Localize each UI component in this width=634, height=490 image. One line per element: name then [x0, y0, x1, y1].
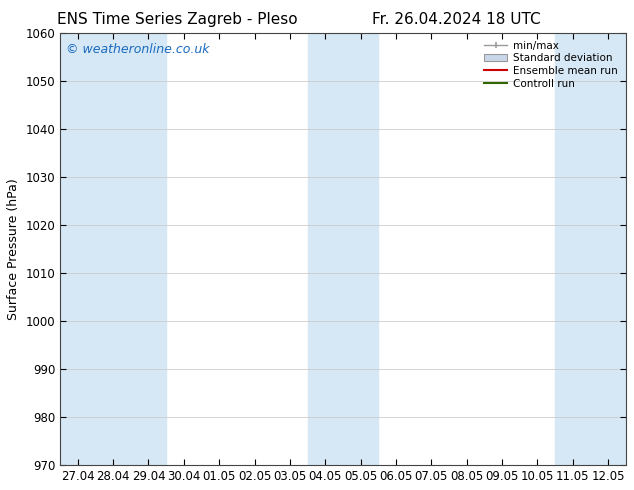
Y-axis label: Surface Pressure (hPa): Surface Pressure (hPa) [7, 178, 20, 320]
Legend: min/max, Standard deviation, Ensemble mean run, Controll run: min/max, Standard deviation, Ensemble me… [481, 38, 621, 92]
Bar [60, 32, 96, 465]
Bar [343, 32, 378, 465]
Bar [131, 32, 166, 465]
Text: Fr. 26.04.2024 18 UTC: Fr. 26.04.2024 18 UTC [372, 12, 541, 27]
Bar [96, 32, 131, 465]
Bar [590, 32, 626, 465]
Text: ENS Time Series Zagreb - Pleso: ENS Time Series Zagreb - Pleso [57, 12, 298, 27]
Bar [555, 32, 590, 465]
Text: © weatheronline.co.uk: © weatheronline.co.uk [66, 43, 209, 56]
Bar [307, 32, 343, 465]
